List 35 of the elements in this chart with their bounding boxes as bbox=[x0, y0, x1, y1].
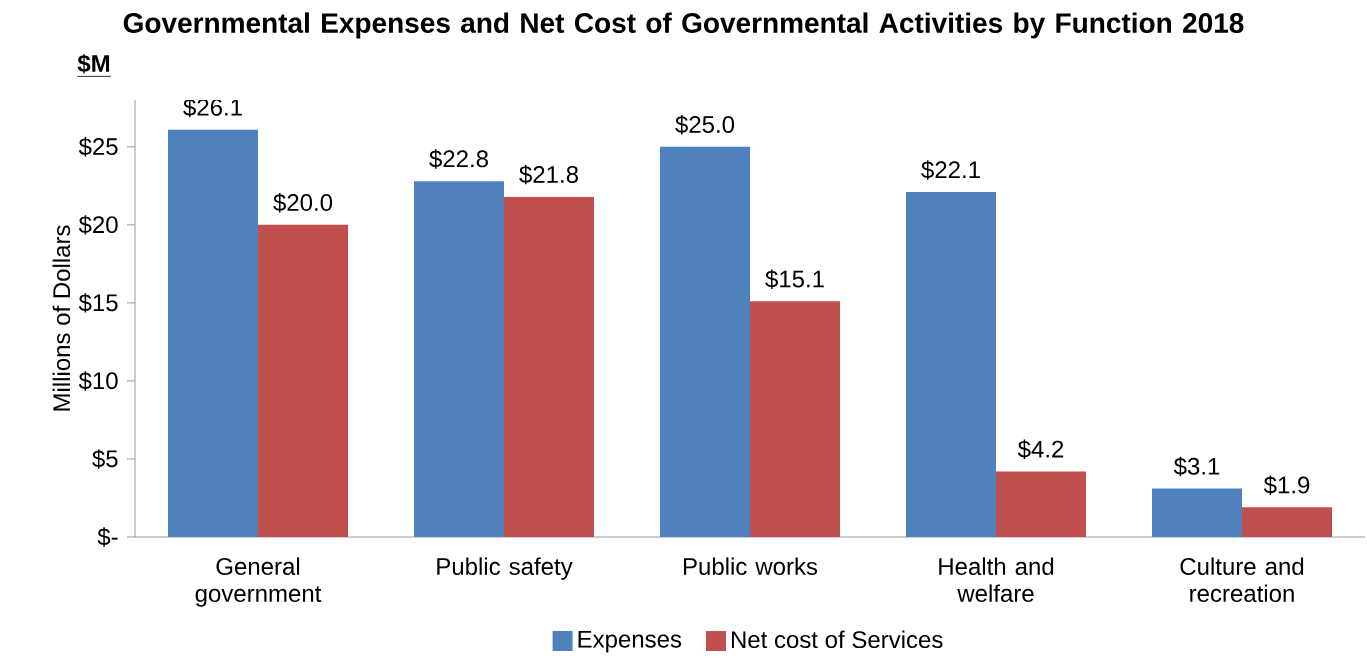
bar bbox=[996, 471, 1086, 537]
bar bbox=[1241, 507, 1332, 537]
chart-title: Governmental Expenses and Net Cost of Governmental Activities by Function 2018 bbox=[123, 12, 1244, 39]
data-label: $25.0 bbox=[675, 115, 735, 135]
bar bbox=[168, 129, 259, 537]
data-label: $4.2 bbox=[1017, 439, 1064, 460]
x-tick-label: Public works bbox=[683, 557, 818, 575]
bar bbox=[750, 301, 840, 537]
y-tick-label: $10 bbox=[78, 371, 118, 391]
x-tick-label: Health and welfare bbox=[939, 557, 1054, 602]
y-tick-label: $15 bbox=[78, 293, 118, 313]
x-tick-label: General government bbox=[195, 557, 322, 607]
bar bbox=[906, 192, 996, 537]
data-label: $3.1 bbox=[1173, 456, 1220, 477]
y-tick-label: $- bbox=[97, 527, 118, 547]
text: $M bbox=[77, 53, 110, 74]
y-axis-title: Millions of Dollars bbox=[52, 225, 71, 411]
bar bbox=[1151, 488, 1242, 537]
x-tick-label: Public safety bbox=[437, 557, 573, 580]
data-label: $22.1 bbox=[921, 160, 980, 180]
data-label: $21.8 bbox=[519, 164, 578, 185]
data-label: $22.8 bbox=[429, 149, 488, 169]
y-tick-label: $5 bbox=[92, 449, 118, 469]
y-tick-label: $25 bbox=[78, 137, 118, 157]
bar bbox=[414, 181, 504, 537]
legend-label: Expenses bbox=[578, 630, 682, 653]
data-label: $1.9 bbox=[1263, 475, 1310, 495]
y-tick-label: $20 bbox=[78, 215, 118, 235]
bar bbox=[258, 224, 349, 537]
data-label: $20.0 bbox=[273, 193, 333, 213]
data-label: $15.1 bbox=[765, 269, 824, 289]
bar bbox=[504, 196, 595, 537]
bar bbox=[660, 146, 750, 537]
legend-label: Net cost of Services bbox=[731, 630, 943, 649]
x-tick-label: Culture and recreation bbox=[1180, 557, 1304, 602]
